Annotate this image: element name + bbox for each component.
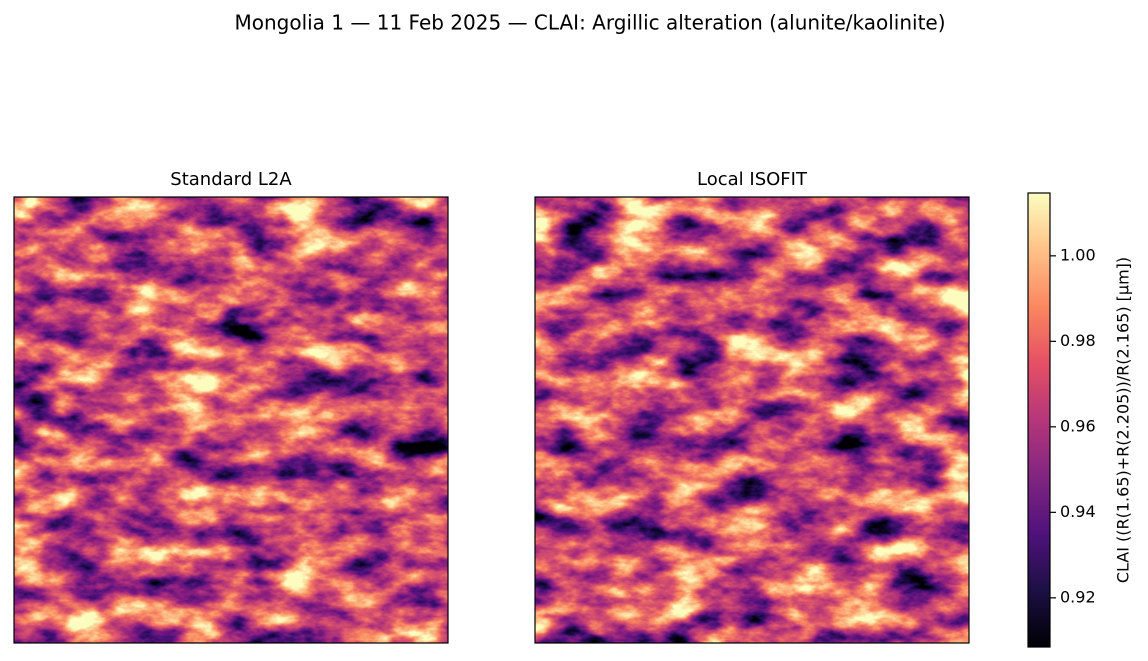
colorbar-tick-label: 0.96 xyxy=(1060,416,1096,435)
panel-title: Standard L2A xyxy=(170,169,292,190)
colorbar xyxy=(1027,192,1051,648)
panel-title: Local ISOFIT xyxy=(697,169,808,190)
colorbar-label: CLAI ((R(1.65)+R(2.205))/R(2.165) [µm]) xyxy=(1114,257,1133,583)
colorbar-tick-label: 0.94 xyxy=(1060,502,1096,521)
panel-frame xyxy=(13,196,449,644)
colorbar-tick-label: 0.92 xyxy=(1060,587,1096,606)
raster-image xyxy=(14,197,448,643)
panel-frame xyxy=(534,196,970,644)
colorbar-tick-label: 1.00 xyxy=(1060,245,1096,264)
colorbar-tick-label: 0.98 xyxy=(1060,331,1096,350)
figure-title: Mongolia 1 — 11 Feb 2025 — CLAI: Argilli… xyxy=(234,11,945,35)
raster-image xyxy=(535,197,969,643)
